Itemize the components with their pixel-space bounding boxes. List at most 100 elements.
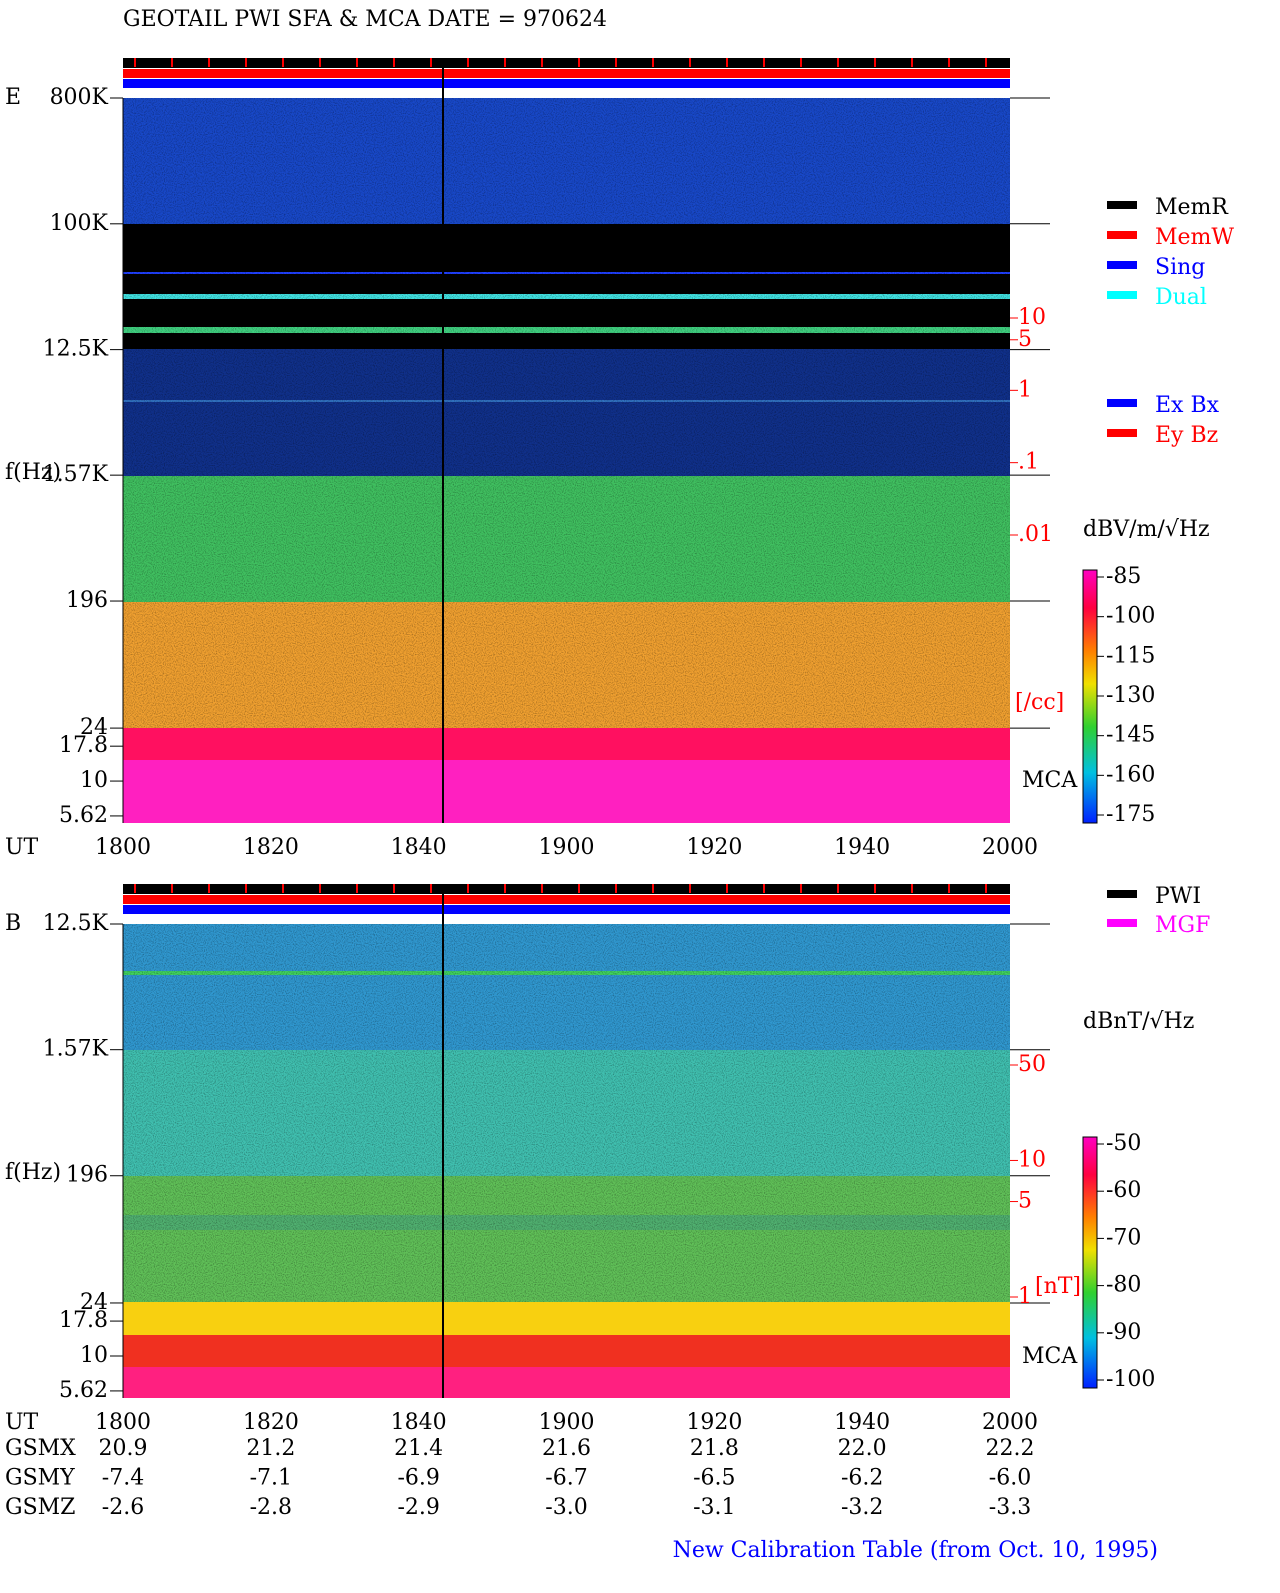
y-tick-label: 100K [50,211,109,236]
x-tick-label: 2000 [982,835,1038,860]
y-tick-label: 12.5K [43,337,109,362]
panel-label: E [5,85,21,110]
orbit-value: -3.1 [693,1495,735,1520]
x-axis-label: UT [5,835,39,860]
y2-tick-label: 1 [1018,1284,1032,1309]
colorbar-tick-label: -60 [1106,1178,1141,1203]
x-tick-label: 1940 [834,1410,890,1435]
colorbar-tick-label: -85 [1106,564,1141,589]
status-bar [123,79,1010,88]
x-tick-label: 1820 [243,1410,299,1435]
x-tick-label: 1800 [95,835,151,860]
x-tick-label: 1900 [539,835,595,860]
orbit-value: 22.2 [986,1436,1035,1461]
y2-tick-label: .1 [1018,450,1039,475]
legend-label: MemR [1155,195,1229,220]
colorbar-tick-label: -90 [1106,1320,1141,1345]
spectrogram-texture [123,98,1010,728]
x-tick-label: 1800 [95,1410,151,1435]
mca-label: MCA [1022,1344,1078,1369]
orbit-value: 21.2 [246,1436,295,1461]
y2-tick-label: 10 [1018,1147,1046,1172]
colorbar-tick-label: -70 [1106,1225,1141,1250]
status-bar [123,905,1010,914]
legend-label: PWI [1155,884,1201,909]
y2-tick-label: 1 [1018,377,1032,402]
y-tick-label: 10 [80,768,108,793]
orbit-value: -2.9 [397,1495,439,1520]
mca-label: MCA [1022,768,1078,793]
spectrogram-band [123,1335,1010,1367]
x-axis-label: UT [5,1410,39,1435]
orbit-value: -6.5 [693,1466,735,1491]
legend-swatch [1107,231,1137,239]
y-tick-label: 24 [80,715,108,740]
x-tick-label: 1840 [391,1410,447,1435]
colorbar-label: dBnT/√Hz [1083,1009,1194,1034]
colorbar-tick-label: -175 [1106,802,1155,827]
y2-tick-label: 5 [1018,327,1032,352]
legend-swatch [1107,399,1137,407]
legend-label: Ex Bx [1155,393,1220,418]
colorbar-tick-label: -115 [1106,643,1155,668]
legend-swatch [1107,890,1137,898]
orbit-value: -2.8 [250,1495,292,1520]
orbit-value: -2.6 [102,1495,144,1520]
y2-tick-label: 5 [1018,1189,1032,1214]
spectrogram-texture [123,924,1010,1302]
orbit-value: 21.4 [394,1436,443,1461]
y-tick-label: 17.8 [59,733,108,758]
colorbar-label: dBV/m/√Hz [1083,517,1210,542]
legend-label: MGF [1155,913,1210,938]
colorbar-tick-label: -100 [1106,604,1155,629]
colorbar [1082,1136,1098,1389]
legend-swatch [1107,261,1137,269]
y-tick-label: 1.57K [43,462,109,487]
colorbar-tick-label: -50 [1106,1131,1141,1156]
legend-swatch [1107,291,1137,299]
orbit-value: -7.4 [102,1466,144,1491]
orbit-value: 22.0 [838,1436,887,1461]
x-tick-label: 2000 [982,1410,1038,1435]
x-tick-label: 1820 [243,835,299,860]
orbit-value: 20.9 [99,1436,148,1461]
orbit-value: -6.9 [397,1466,439,1491]
status-bar [123,895,1010,904]
orbit-value: -3.2 [841,1495,883,1520]
spectrogram-band [123,728,1010,760]
orbit-value: 21.8 [690,1436,739,1461]
y-axis-label: f(Hz) [5,460,61,485]
y2-tick-label: .01 [1018,522,1053,547]
orbit-value: -7.1 [250,1466,292,1491]
orbit-row-label: GSMY [5,1466,75,1491]
status-bar [123,69,1010,78]
orbit-value: -6.7 [545,1466,587,1491]
y2-axis-label: [nT] [1035,1274,1081,1299]
legend-label: Ey Bz [1155,423,1218,448]
y-tick-label: 24 [80,1290,108,1315]
orbit-value: -3.3 [989,1495,1031,1520]
x-tick-label: 1920 [686,835,742,860]
x-tick-label: 1940 [834,835,890,860]
colorbar-tick-label: -160 [1106,762,1155,787]
orbit-value: -3.0 [545,1495,587,1520]
orbit-row-label: GSMX [5,1436,76,1461]
legend-swatch [1107,429,1137,437]
colorbar-tick-label: -145 [1106,723,1155,748]
footer: New Calibration Table (from Oct. 10, 199… [673,1538,1158,1563]
panel-label: B [5,911,21,936]
y-tick-label: 10 [80,1343,108,1368]
y-tick-label: 17.8 [59,1308,108,1333]
colorbar-tick-label: -130 [1106,683,1155,708]
colorbar [1082,569,1098,824]
y-tick-label: 196 [66,588,108,613]
y2-axis-label: [/cc] [1015,690,1064,715]
colorbar-tick-label: -100 [1106,1367,1155,1392]
legend-swatch [1107,201,1137,209]
colorbar-tick-label: -80 [1106,1273,1141,1298]
spectrogram-band [123,1367,1010,1398]
legend-swatch [1107,919,1137,927]
orbit-value: -6.0 [989,1466,1031,1491]
y-tick-label: 1.57K [43,1037,109,1062]
